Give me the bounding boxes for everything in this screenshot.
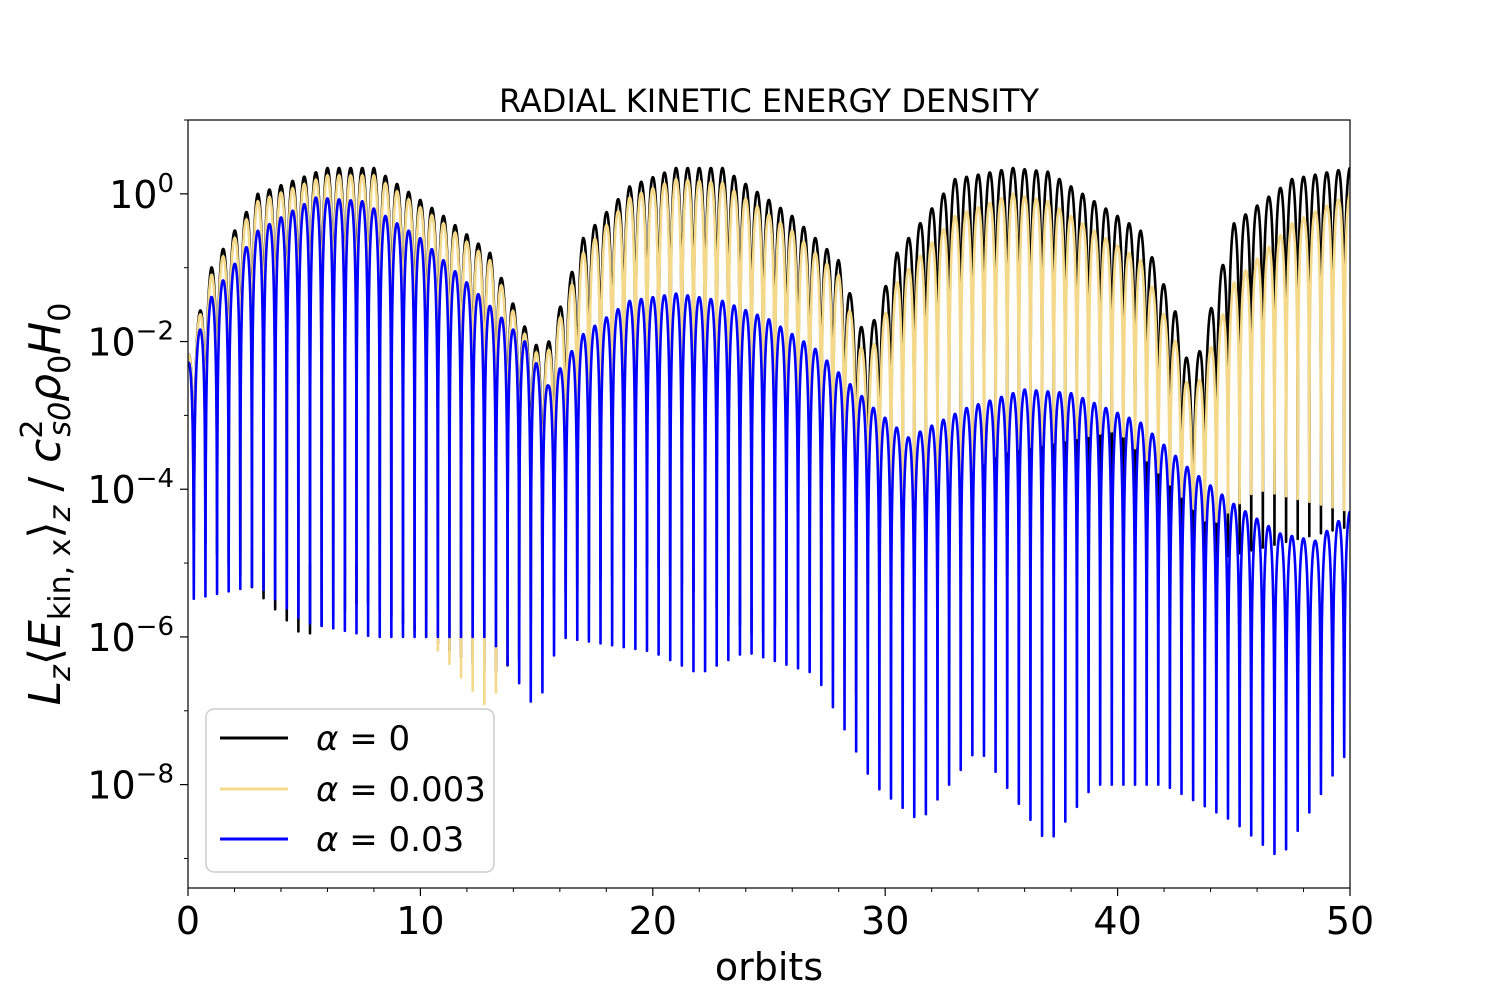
y-tick-label: 10−6: [87, 612, 174, 660]
x-tick-label: 30: [861, 899, 909, 943]
x-tick-label: 50: [1326, 899, 1374, 943]
y-axis-label: Lz⟨Ekin, x⟩z / c2s0ρ0H0: [15, 303, 78, 706]
x-tick-label: 10: [396, 899, 444, 943]
legend-label-alpha-0: α = 0: [316, 719, 410, 759]
legend: α = 0 α = 0.003 α = 0.03: [205, 708, 495, 873]
series-line-2: [188, 196, 1350, 856]
series-line-1: [188, 174, 1350, 726]
chart-title: RADIAL KINETIC ENERGY DENSITY: [499, 82, 1040, 120]
y-tick-label: 10−2: [87, 317, 174, 365]
legend-box: [205, 708, 495, 873]
x-axis: 0 10 20 30 40 50: [176, 888, 1374, 943]
x-axis-label: orbits: [715, 945, 823, 989]
legend-label-alpha-0.003: α = 0.003: [316, 770, 486, 810]
y-tick-label: 100: [109, 169, 174, 217]
y-tick-label: 10−8: [87, 760, 174, 808]
y-axis: 100 10−2 10−4 10−6 10−8: [87, 119, 188, 859]
plot-frame: [187, 119, 1351, 889]
x-tick-label: 20: [629, 899, 677, 943]
x-tick-label: 0: [176, 899, 200, 943]
series-line-0: [188, 166, 1350, 695]
x-tick-label: 40: [1093, 899, 1141, 943]
legend-label-alpha-0.03: α = 0.03: [316, 820, 464, 860]
series-group: [188, 166, 1350, 856]
y-tick-label: 10−4: [87, 464, 174, 512]
